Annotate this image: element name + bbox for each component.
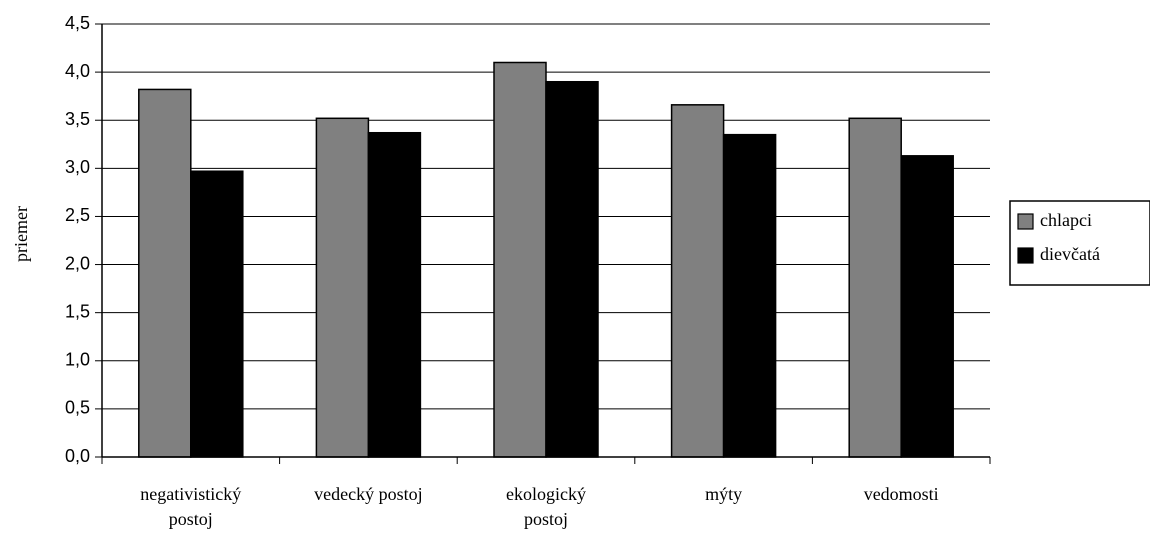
x-category-label: postoj bbox=[169, 509, 213, 529]
legend-swatch bbox=[1017, 213, 1034, 230]
y-tick-label: 0,5 bbox=[65, 398, 90, 418]
y-tick-label: 1,5 bbox=[65, 301, 90, 321]
x-category-labels: negativistický postoj vedecký postoj ekolog… bbox=[140, 484, 938, 529]
y-tick-labels: 0,0 0,5 1,0 1,5 2,0 2,5 3,0 3,5 4,0 4,5 bbox=[65, 13, 90, 466]
y-tick-label: 1,0 bbox=[65, 350, 90, 370]
x-category-label: vedomosti bbox=[864, 484, 939, 504]
bar-chlapci-2 bbox=[493, 61, 547, 458]
legend-label: chlapci bbox=[1040, 210, 1092, 230]
bar-chlapci-4 bbox=[848, 117, 902, 458]
bar-chlapci-1 bbox=[315, 117, 370, 458]
bar-dievčatá-3 bbox=[722, 133, 777, 458]
bar-chlapci-0 bbox=[138, 88, 192, 458]
y-tick-label: 4,5 bbox=[65, 13, 90, 33]
x-category-label: postoj bbox=[524, 509, 568, 529]
axes bbox=[101, 24, 991, 464]
bar-dievčatá-0 bbox=[190, 170, 244, 458]
x-category-label: negativistický bbox=[140, 484, 241, 504]
x-category-label: mýty bbox=[705, 484, 742, 504]
x-category-label: vedecký postoj bbox=[314, 484, 422, 504]
legend-swatch bbox=[1017, 247, 1034, 264]
bar-chlapci-3 bbox=[670, 104, 725, 458]
y-tick-label: 2,5 bbox=[65, 205, 90, 225]
bar-dievčatá-2 bbox=[545, 80, 599, 458]
bars bbox=[138, 61, 954, 458]
legend: chlapci dievčatá bbox=[1009, 200, 1150, 286]
x-category-label: ekologický bbox=[506, 484, 586, 504]
y-tick-label: 0,0 bbox=[65, 446, 90, 466]
y-tick-label: 4,0 bbox=[65, 61, 90, 81]
bar-dievčatá-4 bbox=[900, 155, 954, 458]
y-tick-label: 3,0 bbox=[65, 157, 90, 177]
legend-label: dievčatá bbox=[1040, 244, 1100, 264]
y-axis-title: priemer bbox=[11, 206, 31, 262]
bar-dievčatá-1 bbox=[367, 131, 422, 458]
y-tick-label: 3,5 bbox=[65, 109, 90, 129]
y-tick-label: 2,0 bbox=[65, 253, 90, 273]
